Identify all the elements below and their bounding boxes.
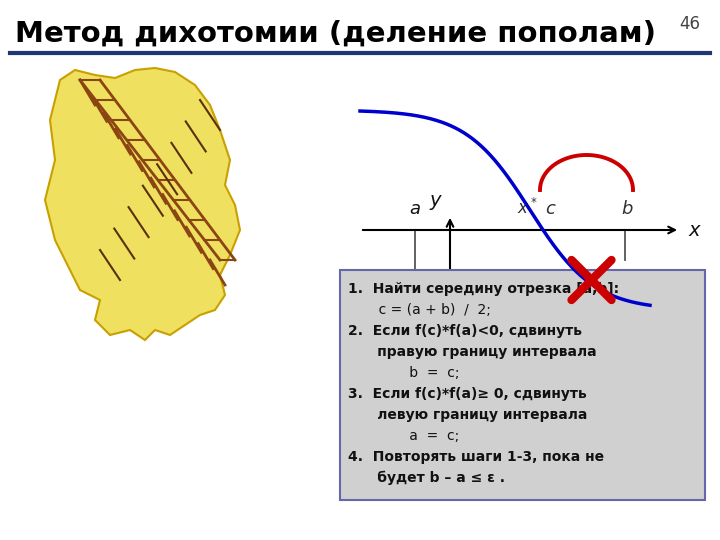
Text: y: y	[429, 191, 441, 210]
Text: a  =  c;: a = c;	[348, 429, 459, 443]
Text: a: a	[410, 200, 420, 218]
Polygon shape	[45, 68, 240, 340]
Text: 2.  Если f(c)*f(a)<0, сдвинуть: 2. Если f(c)*f(a)<0, сдвинуть	[348, 324, 582, 338]
Text: b: b	[621, 200, 633, 218]
Text: c = (a + b)  /  2;: c = (a + b) / 2;	[348, 303, 491, 317]
Text: правую границу интервала: правую границу интервала	[348, 345, 597, 359]
FancyBboxPatch shape	[340, 270, 705, 500]
Text: 3.  Если f(c)*f(a)≥ 0, сдвинуть: 3. Если f(c)*f(a)≥ 0, сдвинуть	[348, 387, 587, 401]
Text: 4.  Повторять шаги 1-3, пока не: 4. Повторять шаги 1-3, пока не	[348, 450, 604, 464]
Text: 1.  Найти середину отрезка [a,b]:: 1. Найти середину отрезка [a,b]:	[348, 282, 619, 296]
Text: будет b – a ≤ ε .: будет b – a ≤ ε .	[348, 471, 505, 485]
Text: левую границу интервала: левую границу интервала	[348, 408, 588, 422]
Text: c: c	[545, 200, 555, 218]
Text: b  =  c;: b = c;	[348, 366, 459, 380]
Text: x: x	[688, 220, 700, 240]
Text: 46: 46	[679, 15, 700, 33]
Text: Метод дихотомии (деление пополам): Метод дихотомии (деление пополам)	[15, 20, 656, 48]
Text: $x^*$: $x^*$	[516, 198, 537, 218]
